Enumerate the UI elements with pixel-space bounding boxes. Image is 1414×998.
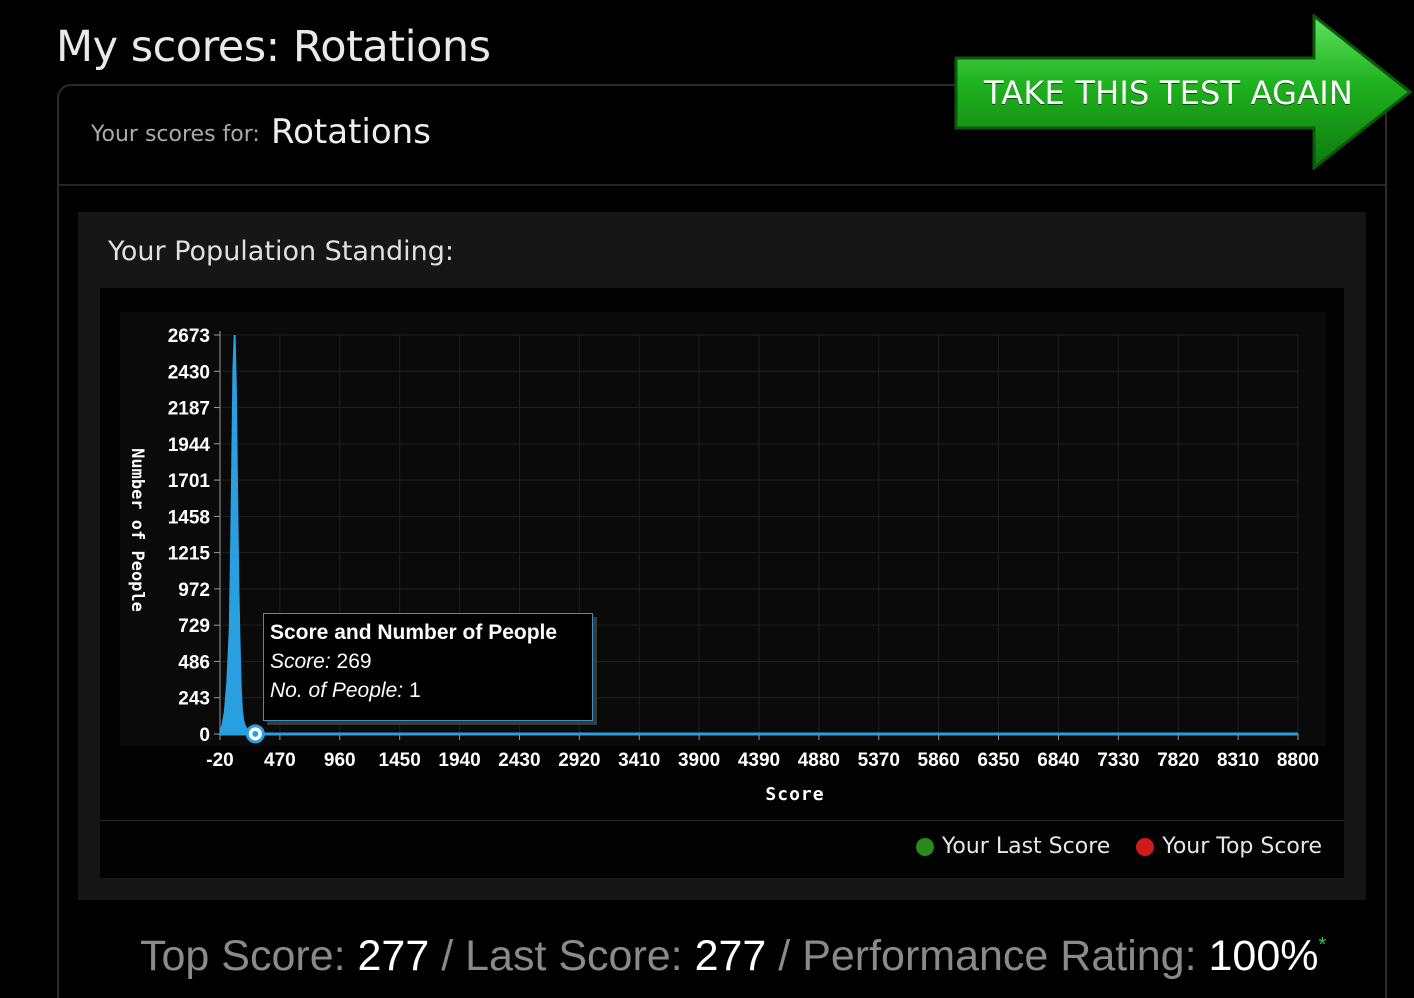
take-test-again-button[interactable]: TAKE THIS TEST AGAIN <box>952 14 1412 170</box>
last-score-value: 277 <box>694 932 767 980</box>
top-score-dot-icon <box>1136 837 1155 856</box>
y-tick-label: 243 <box>178 689 210 710</box>
population-standing-title: Your Population Standing: <box>108 236 455 267</box>
x-tick-label: 5370 <box>858 750 900 771</box>
x-axis-title: Score <box>765 784 824 805</box>
scores-for-label: Your scores for: <box>91 122 260 147</box>
y-tick-label: 0 <box>199 725 210 746</box>
legend-top-score-label: Your Top Score <box>1162 834 1322 859</box>
x-tick-label: 8800 <box>1277 750 1319 771</box>
x-tick-label: 6350 <box>977 750 1019 771</box>
summary-separator: / <box>778 932 791 980</box>
legend-item-last-score[interactable]: Your Last Score <box>915 834 1111 859</box>
x-tick-label: 470 <box>264 750 296 771</box>
y-tick-label: 1701 <box>168 471 211 492</box>
x-tick-label: 960 <box>324 750 356 771</box>
performance-rating-value: 100% <box>1208 932 1319 980</box>
rating-footnote-mark[interactable]: * <box>1318 934 1327 956</box>
x-tick-label: 2430 <box>498 750 540 771</box>
chart-legend: Your Last Score Your Top Score <box>890 834 1322 859</box>
x-tick-label: 4880 <box>798 750 840 771</box>
top-score-label: Top Score: <box>140 932 346 980</box>
y-tick-label: 729 <box>178 616 210 637</box>
y-tick-label: 2430 <box>168 362 210 383</box>
tooltip-score-row: Score: 269 <box>270 647 586 676</box>
x-tick-label: 3900 <box>678 750 720 771</box>
scores-header: Your scores for: Rotations <box>59 86 1385 186</box>
x-tick-label: -20 <box>206 750 233 771</box>
page-title: My scores: Rotations <box>56 22 491 72</box>
score-summary: Top Score: 277 / Last Score: 277 / Perfo… <box>0 932 1414 981</box>
tooltip-title: Score and Number of People <box>270 621 558 644</box>
performance-rating-label: Performance Rating: <box>802 932 1197 980</box>
x-tick-label: 5860 <box>918 750 960 771</box>
highlighted-point-center <box>252 730 259 737</box>
tooltip-score-value: 269 <box>336 650 372 673</box>
last-score-label: Last Score: <box>465 932 683 980</box>
x-tick-label: 6840 <box>1037 750 1079 771</box>
y-tick-label: 1215 <box>168 544 211 565</box>
x-tick-label: 2920 <box>558 750 600 771</box>
summary-separator: / <box>441 932 454 980</box>
tooltip-people-label: No. of People: <box>270 679 404 702</box>
legend-item-top-score[interactable]: Your Top Score <box>1136 834 1322 859</box>
x-tick-label: 8310 <box>1217 750 1259 771</box>
legend-divider <box>100 820 1344 821</box>
top-score-value: 277 <box>357 932 430 980</box>
chart-tooltip: Score and Number of People Score: 269 No… <box>263 613 593 721</box>
x-tick-label: 7330 <box>1097 750 1139 771</box>
y-tick-label: 1458 <box>168 507 210 528</box>
y-tick-label: 1944 <box>168 435 211 456</box>
y-axis-title: Number of People <box>127 448 147 612</box>
x-tick-label: 1940 <box>438 750 480 771</box>
x-tick-label: 4390 <box>738 750 780 771</box>
take-test-again-label: TAKE THIS TEST AGAIN <box>984 74 1354 112</box>
last-score-dot-icon <box>915 837 934 856</box>
green-arrow-icon <box>954 14 1412 170</box>
population-chart: 0 243 486 729 972 1215 1458 1701 1944 2187 2430 267… <box>100 288 1344 878</box>
y-tick-label: 486 <box>178 652 210 673</box>
y-tick-label: 972 <box>178 580 210 601</box>
distribution-chart-svg: 0 243 486 729 972 1215 1458 1701 1944 2187 2430 267… <box>120 312 1326 805</box>
tooltip-people-row: No. of People: 1 <box>270 676 586 705</box>
scores-for-test-name: Rotations <box>271 112 431 152</box>
tooltip-score-label: Score: <box>270 650 331 673</box>
x-tick-label: 3410 <box>618 750 660 771</box>
y-tick-label: 2187 <box>168 399 210 420</box>
legend-last-score-label: Your Last Score <box>941 834 1111 859</box>
y-tick-label: 2673 <box>168 326 210 347</box>
tooltip-people-value: 1 <box>408 679 421 702</box>
x-tick-label: 7820 <box>1157 750 1199 771</box>
x-tick-label: 1450 <box>379 750 421 771</box>
